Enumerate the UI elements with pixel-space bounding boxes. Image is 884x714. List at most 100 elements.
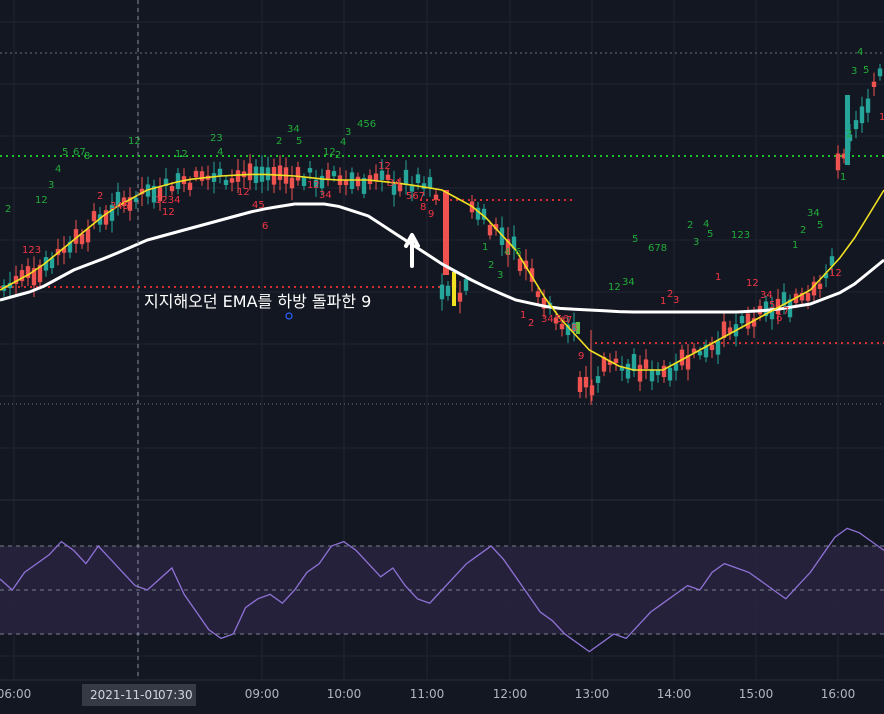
candle-body bbox=[223, 179, 229, 186]
td-label: 5 bbox=[817, 220, 823, 231]
candle-body bbox=[739, 316, 745, 324]
candle-body bbox=[427, 177, 433, 189]
candle-body bbox=[841, 153, 847, 159]
candle-body bbox=[685, 355, 691, 370]
candle-body bbox=[835, 153, 841, 171]
candle-body bbox=[487, 224, 493, 236]
candle-body bbox=[463, 279, 469, 291]
td-label: 23 bbox=[210, 133, 223, 144]
td-label: 12 bbox=[35, 195, 48, 206]
crosshair-time: 07:30 bbox=[158, 688, 193, 702]
candle-body bbox=[577, 377, 583, 393]
candle-body bbox=[535, 291, 541, 298]
td-label: 567 bbox=[406, 191, 425, 202]
td-label: 34 bbox=[760, 290, 773, 301]
candle-body bbox=[313, 179, 319, 188]
candle-body bbox=[229, 178, 235, 183]
time-tick-label: 13:00 bbox=[575, 687, 610, 701]
candle-body bbox=[811, 281, 817, 296]
candle-body bbox=[319, 175, 325, 189]
candle-body bbox=[361, 178, 367, 194]
td-label: 34 bbox=[287, 124, 300, 135]
td-label: 12 bbox=[128, 136, 141, 147]
candle-body bbox=[619, 366, 625, 371]
candle-body bbox=[541, 297, 547, 309]
candle-body bbox=[845, 95, 850, 165]
candle-body bbox=[445, 285, 451, 296]
td-label: 2 bbox=[667, 289, 673, 300]
candles bbox=[1, 64, 883, 405]
candle-body bbox=[443, 190, 449, 275]
candle-body bbox=[7, 282, 13, 289]
candle-body bbox=[715, 340, 721, 355]
candle-body bbox=[397, 182, 403, 192]
candle-body bbox=[355, 176, 361, 187]
candle-body bbox=[871, 81, 877, 88]
candle-body bbox=[475, 207, 481, 220]
td-label: 2 bbox=[488, 260, 494, 271]
cursor-circle-icon bbox=[285, 312, 293, 320]
td-label: 5 bbox=[62, 147, 68, 158]
candle-body bbox=[187, 182, 193, 190]
candle-body bbox=[823, 273, 829, 279]
candle-body bbox=[595, 376, 601, 383]
candle-body bbox=[295, 167, 301, 181]
candle-body bbox=[481, 208, 487, 220]
candle-body bbox=[583, 376, 589, 388]
td-label: 2 bbox=[97, 191, 103, 202]
candle-body bbox=[139, 188, 145, 195]
td-label: 12 bbox=[162, 207, 175, 218]
td-label: 2 bbox=[276, 136, 282, 147]
candle-body bbox=[307, 168, 313, 173]
candle-body bbox=[49, 257, 55, 269]
candle-body bbox=[415, 174, 421, 184]
candle-body bbox=[433, 194, 439, 200]
td-label: 6 bbox=[515, 247, 521, 258]
candle-body bbox=[721, 321, 727, 338]
td-label: 2 bbox=[687, 220, 693, 231]
candle-body bbox=[853, 120, 859, 130]
td-label: 5 bbox=[632, 234, 638, 245]
td-label: 5 bbox=[296, 136, 302, 147]
candle-body bbox=[85, 228, 91, 243]
td-label: 12 bbox=[323, 147, 336, 158]
td-label: 12 bbox=[175, 149, 188, 160]
td-label: 456 bbox=[357, 119, 376, 130]
candle-body bbox=[103, 210, 109, 225]
candle-body bbox=[169, 186, 175, 192]
td-label: 12 bbox=[746, 278, 759, 289]
candle-body bbox=[576, 322, 580, 334]
candle-body bbox=[655, 369, 661, 376]
candle-body bbox=[91, 211, 97, 222]
candle-body bbox=[691, 348, 697, 353]
td-label: 6 bbox=[776, 313, 782, 324]
td-label: 345 bbox=[110, 201, 129, 212]
candle-body bbox=[529, 268, 535, 282]
candle-body bbox=[877, 68, 883, 77]
candle-body bbox=[703, 344, 709, 358]
rsi-panel bbox=[0, 499, 884, 653]
td-label: 9 bbox=[578, 351, 584, 362]
td-label: 1 bbox=[482, 242, 488, 253]
candle-body bbox=[421, 183, 427, 190]
candle-body bbox=[859, 106, 865, 124]
td-label: 6 bbox=[262, 221, 268, 232]
td-label: 12 bbox=[829, 268, 842, 279]
td-label: 45 bbox=[252, 200, 265, 211]
td-label: 34 bbox=[541, 314, 554, 325]
candle-body bbox=[817, 283, 823, 290]
td-label: 1 bbox=[715, 272, 721, 283]
td-label: 12 bbox=[237, 187, 250, 198]
time-tick-label: 10:00 bbox=[327, 687, 362, 701]
candle-body bbox=[127, 197, 133, 211]
td-label: 3 bbox=[48, 180, 54, 191]
td-label: 4 bbox=[55, 164, 61, 175]
td-label: 3 bbox=[693, 237, 699, 248]
crosshair-date: 2021-11-01 bbox=[90, 688, 160, 702]
candle-body bbox=[235, 170, 241, 182]
td-label: 2 bbox=[528, 318, 534, 329]
candle-body bbox=[271, 167, 277, 185]
candle-body bbox=[439, 284, 445, 300]
time-tick-label: 11:00 bbox=[410, 687, 445, 701]
